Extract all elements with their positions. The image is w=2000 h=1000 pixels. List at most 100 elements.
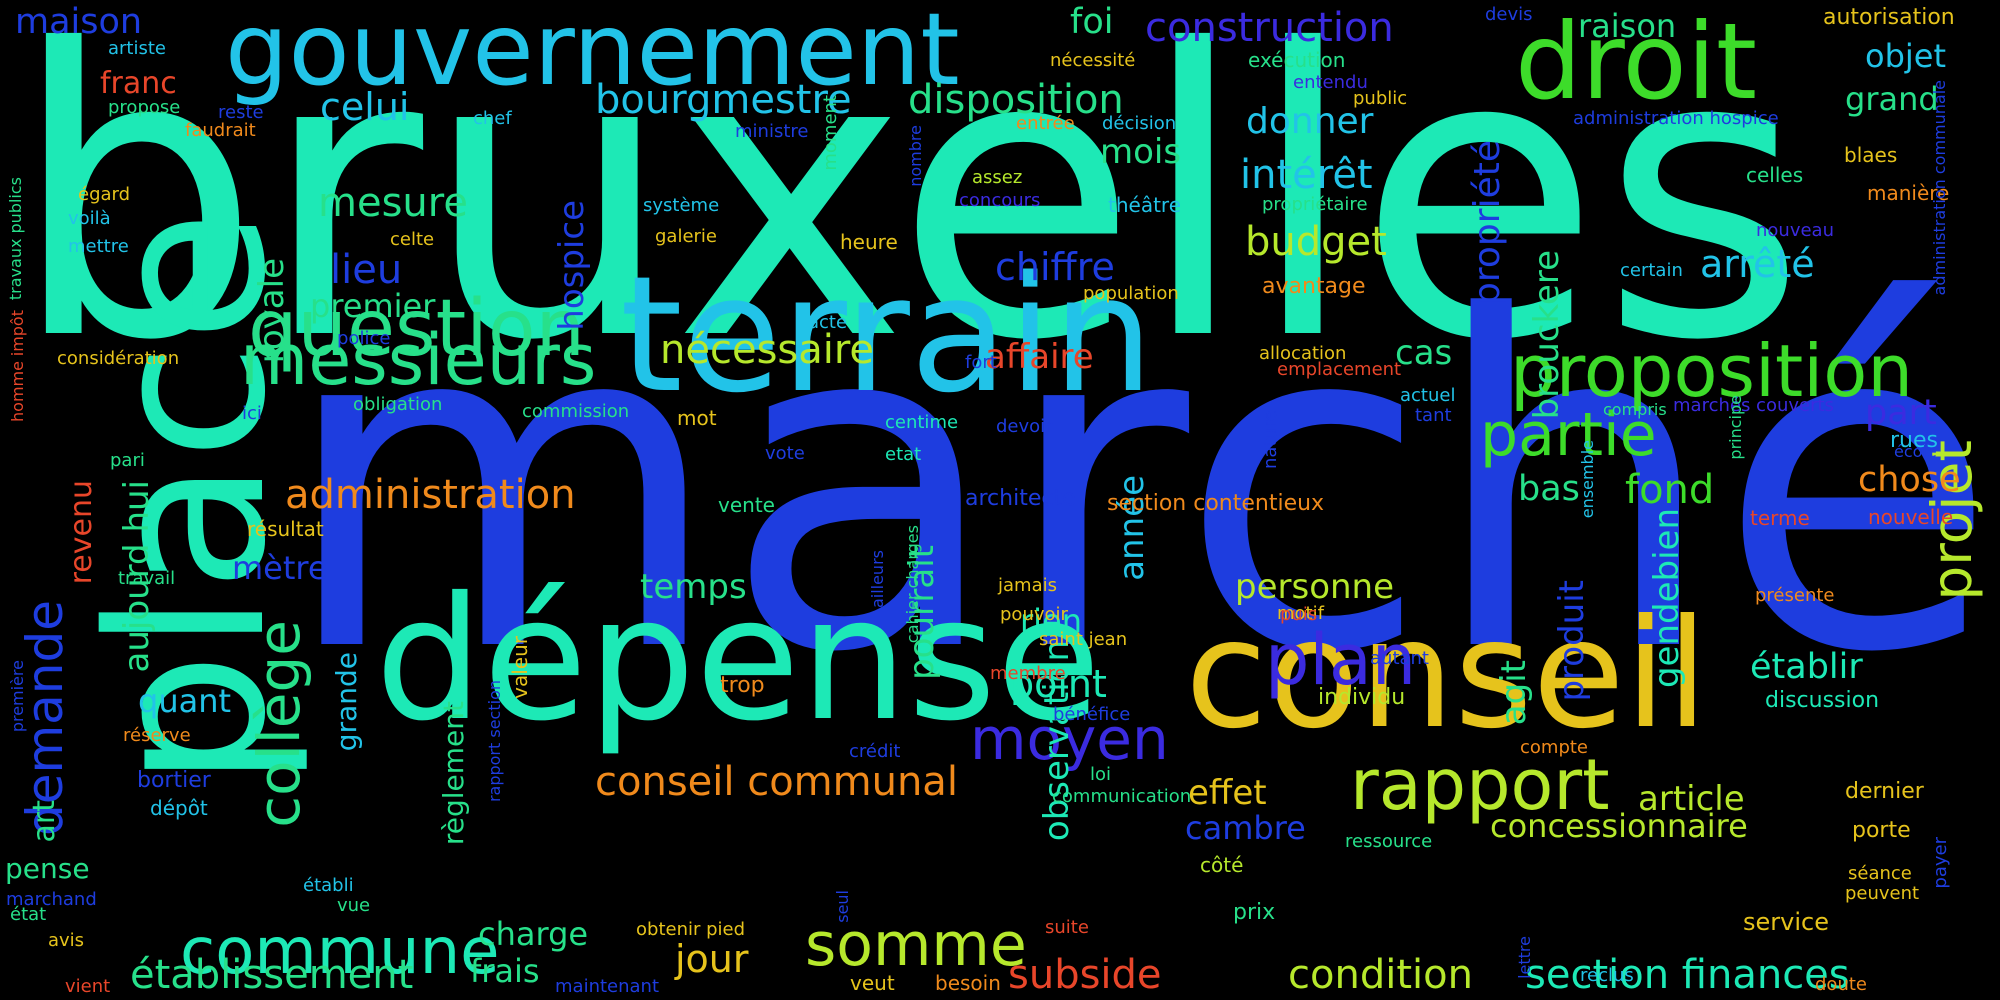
word-fond: fond (1625, 467, 1715, 513)
word-droit: droit (1515, 1, 1758, 123)
word-consideration: considération (57, 348, 180, 369)
word-raison: raison (1578, 7, 1677, 45)
word-vote: vote (765, 443, 805, 464)
word-objet: objet (1865, 37, 1947, 75)
word-entree: entrée (1016, 113, 1075, 134)
word-principe: principe (1726, 395, 1745, 460)
word-bas: bas (1518, 469, 1580, 509)
word-proposition: proposition (1510, 329, 1913, 413)
word-quant: quant (138, 682, 232, 720)
word-celles: celles (1746, 163, 1804, 187)
word-question: question (248, 284, 585, 374)
word-entendu: entendu (1293, 72, 1368, 93)
word-revenu: revenu (64, 480, 99, 585)
word-celui: celui (320, 85, 410, 129)
word-gendebien: gendebien (1647, 508, 1687, 689)
word-reglement: règlement (437, 701, 470, 846)
word-partie: partie (1480, 400, 1657, 470)
word-pense: pense (5, 852, 90, 885)
word-administration-hospice: administration hospice (1573, 108, 1779, 129)
word-frais: frais (470, 952, 540, 990)
word-decision: décision (1102, 113, 1177, 134)
word-public: public (1353, 88, 1408, 109)
word-maison: maison (15, 2, 143, 42)
word-part: part (1865, 393, 1937, 433)
word-cas: cas (1395, 333, 1453, 373)
word-grand: grand (1845, 80, 1939, 118)
word-etat-lower: etat (885, 444, 922, 465)
word-etablissement: établissement (130, 952, 414, 998)
word-bruxelles: bruxelles (10, 0, 1807, 427)
word-artiste: artiste (108, 38, 166, 59)
word-cahier-charges: cahier charges (903, 525, 922, 644)
word-brouckere: brouckere (1527, 250, 1567, 420)
word-blaes: blaes (1844, 143, 1898, 167)
word-fort: fort (965, 352, 997, 373)
word-allocation: allocation (1259, 343, 1347, 364)
word-avantage: avantage (1262, 274, 1366, 299)
word-personne: personne (1235, 567, 1395, 607)
word-section-finances: section finances (1525, 952, 1850, 998)
word-condition: condition (1288, 952, 1473, 998)
word-etabli: établi (303, 875, 354, 896)
word-nouvelle: nouvelle (1868, 505, 1954, 529)
word-prix: prix (1233, 900, 1276, 925)
word-dernier: dernier (1845, 779, 1924, 804)
word-grande: grande (330, 652, 363, 752)
word-temps: temps (640, 567, 747, 607)
word-maintenant: maintenant (555, 976, 660, 997)
word-credit: crédit (849, 741, 901, 762)
word-actuel: actuel (1400, 385, 1456, 406)
word-effet: effet (1188, 773, 1267, 813)
word-marches-couverts: marchés couverts (1673, 395, 1834, 416)
word-puis: puis (1280, 604, 1318, 625)
word-devis: devis (1485, 4, 1533, 25)
word-etablir: établir (1750, 647, 1863, 687)
word-travail: travail (118, 568, 176, 589)
word-payer: payer (1930, 837, 1951, 889)
word-pouvoir: pouvoir (1000, 604, 1068, 625)
word-depot: dépôt (150, 796, 208, 820)
word-chiffre: chiffre (995, 245, 1115, 289)
word-interet: intérêt (1240, 152, 1373, 198)
word-art: art (27, 800, 62, 843)
word-proprietaire: propriétaire (1262, 194, 1368, 215)
word-faudrait: faudrait (185, 120, 256, 141)
word-cote: côté (1200, 853, 1244, 877)
word-mois: mois (1100, 132, 1182, 172)
word-terme: terme (1750, 506, 1810, 530)
word-rapport-section: rapport section (485, 680, 504, 803)
word-jamais: jamais (998, 575, 1057, 596)
word-presente: présente (1755, 585, 1835, 606)
word-bourgmestre: bourgmestre (595, 77, 852, 123)
word-communication: communication (1052, 786, 1192, 807)
word-chef: chef (473, 108, 512, 129)
word-maniere: manière (1867, 181, 1950, 205)
word-emplacement: emplacement (1277, 359, 1402, 380)
word-loi: loi (1090, 764, 1112, 785)
word-propriete: propriété (1467, 140, 1508, 305)
word-somme: somme (805, 910, 1027, 980)
word-seance: séance (1848, 863, 1912, 884)
word-lettre: lettre (1515, 936, 1534, 979)
word-hospice: hospice (552, 200, 592, 331)
word-chose: chose (1858, 460, 1961, 500)
word-vente: vente (718, 493, 775, 517)
word-lieu: lieu (330, 247, 403, 293)
word-metre: mètre (232, 549, 328, 587)
word-reserve: réserve (123, 725, 191, 746)
word-service: service (1743, 908, 1829, 936)
word-police: police (337, 328, 391, 349)
word-membre: membre (990, 663, 1066, 684)
word-individu: individu (1318, 685, 1406, 710)
word-produit: produit (1552, 580, 1592, 702)
word-rues: rues (1890, 428, 1938, 453)
word-messieurs: messieurs (240, 319, 597, 401)
word-resultat: résultat (247, 517, 324, 541)
word-charge: charge (478, 915, 589, 953)
word-vient: vient (65, 976, 111, 997)
word-autant: autant (1370, 648, 1429, 669)
word-nombre: nombre (906, 125, 925, 187)
word-franc: franc (100, 66, 177, 101)
